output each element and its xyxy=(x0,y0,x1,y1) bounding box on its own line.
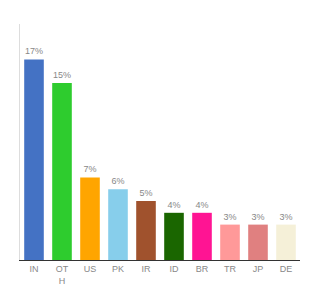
svg-text:IR: IR xyxy=(142,264,152,274)
svg-text:3%: 3% xyxy=(223,212,236,222)
svg-text:JP: JP xyxy=(253,264,264,274)
svg-text:4%: 4% xyxy=(195,200,208,210)
svg-text:3%: 3% xyxy=(279,212,292,222)
svg-text:TR: TR xyxy=(224,264,236,274)
svg-text:5%: 5% xyxy=(139,188,152,198)
svg-text:3%: 3% xyxy=(251,212,264,222)
svg-text:US: US xyxy=(84,264,97,274)
svg-text:BR: BR xyxy=(196,264,209,274)
svg-text:ID: ID xyxy=(170,264,180,274)
svg-text:4%: 4% xyxy=(167,200,180,210)
svg-text:DE: DE xyxy=(280,264,293,274)
svg-text:6%: 6% xyxy=(111,176,124,186)
svg-text:7%: 7% xyxy=(83,164,96,174)
svg-text:OTH: OTH xyxy=(56,264,69,286)
svg-text:15%: 15% xyxy=(53,70,71,80)
svg-text:PK: PK xyxy=(112,264,124,274)
svg-text:IN: IN xyxy=(30,264,39,274)
svg-text:17%: 17% xyxy=(25,46,43,56)
